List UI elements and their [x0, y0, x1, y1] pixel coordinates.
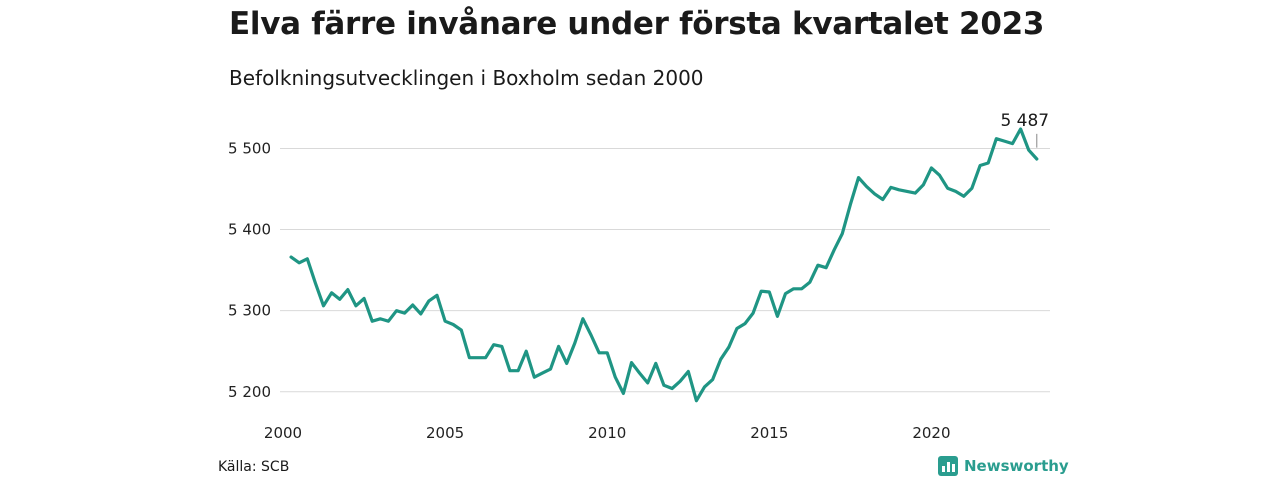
x-tick-label: 2020	[912, 424, 950, 442]
y-axis-ticks: 5 200 5 300 5 400 5 500	[228, 139, 271, 400]
newsworthy-logo-icon	[938, 456, 958, 476]
x-axis-ticks: 2000 2005 2010 2015 2020	[264, 424, 951, 442]
x-tick-label: 2005	[426, 424, 464, 442]
chart-subtitle: Befolkningsutvecklingen i Boxholm sedan …	[229, 66, 704, 90]
source-note: Källa: SCB	[218, 459, 290, 475]
y-tick-label: 5 400	[228, 221, 271, 239]
y-tick-label: 5 200	[228, 383, 271, 401]
line-chart: 5 200 5 300 5 400 5 500 2000 2005 2010 2015 202…	[228, 111, 1050, 442]
data-points	[291, 129, 1037, 401]
y-tick-label: 5 300	[228, 302, 271, 320]
brand-name: Newsworthy	[964, 457, 1069, 475]
x-tick-label: 2010	[588, 424, 626, 442]
y-tick-label: 5 500	[228, 139, 271, 157]
population-line	[289, 127, 1039, 403]
x-tick-label: 2000	[264, 424, 302, 442]
brand[interactable]: Newsworthy	[938, 456, 1069, 476]
gridlines	[280, 147, 1050, 393]
x-tick-label: 2015	[750, 424, 788, 442]
chart-title: Elva färre invånare under första kvartal…	[229, 6, 1045, 42]
last-value-label: 5 487	[1000, 111, 1049, 131]
